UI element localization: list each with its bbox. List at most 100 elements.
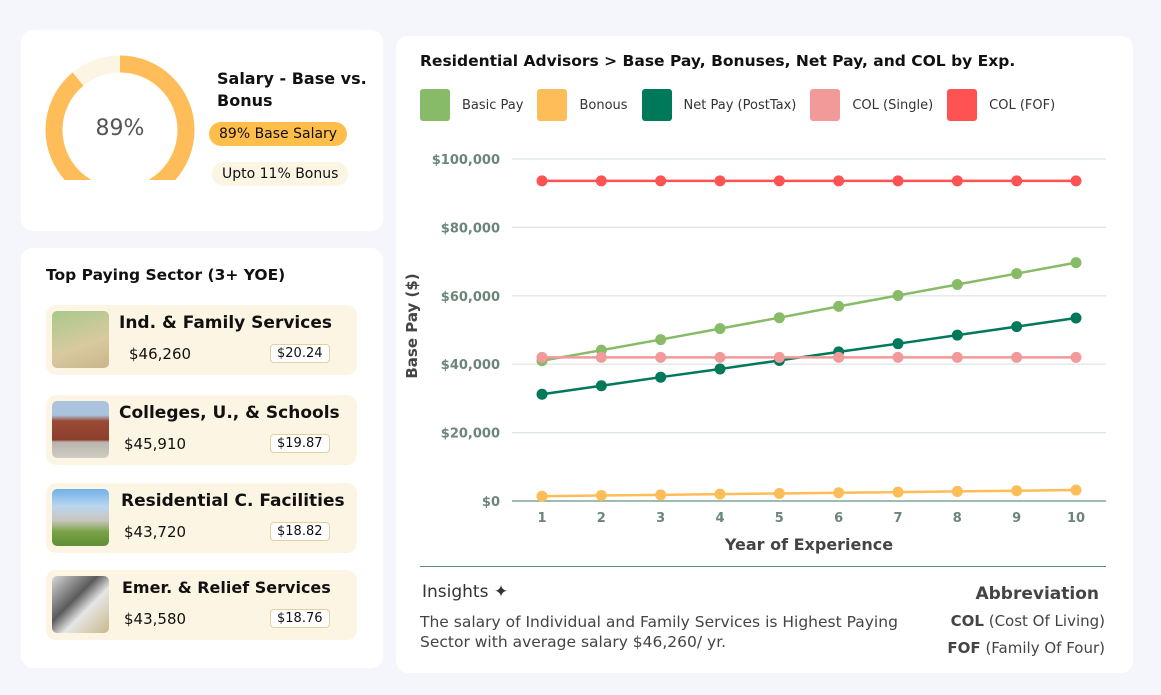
x-tick-label: 1 (537, 511, 546, 526)
data-point (892, 351, 904, 363)
data-point (1011, 485, 1023, 497)
chart-legend: Basic Pay Bonous Net Pay (PostTax) COL (… (420, 89, 1069, 121)
data-point (595, 175, 607, 187)
data-point (773, 175, 785, 187)
data-point (1011, 175, 1023, 187)
data-point (1070, 351, 1082, 363)
data-point (1070, 312, 1082, 324)
data-point (714, 323, 726, 335)
data-point (951, 329, 963, 341)
data-point (536, 490, 548, 502)
bonus-badge: Upto 11% Bonus (212, 162, 349, 186)
y-tick-label: $80,000 (441, 221, 500, 236)
y-tick-label: $100,000 (432, 153, 500, 168)
abbreviation-fof: FOF (Family Of Four) (947, 639, 1105, 657)
base-bonus-donut (45, 55, 195, 180)
data-point (833, 300, 845, 312)
sector-item[interactable]: Ind. & Family Services $46,260 $20.24 (46, 305, 357, 375)
data-point (833, 487, 845, 499)
data-point (951, 175, 963, 187)
donut-value: 89% (95, 116, 145, 141)
legend-item-col-single[interactable]: COL (Single) (810, 89, 933, 121)
salary-summary-card: 89% Salary - Base vs. Bonus 89% Base Sal… (21, 30, 383, 231)
line-chart: $0 $20,000 $40,000 $60,000 $80,000 $100,000 1 2… (403, 153, 1106, 554)
sector-name: Colleges, U., & Schools (119, 403, 340, 423)
data-point (773, 351, 785, 363)
data-point (1070, 175, 1082, 187)
data-point (714, 351, 726, 363)
x-tick-label: 10 (1067, 511, 1085, 526)
sector-name: Residential C. Facilities (121, 491, 345, 511)
x-tick-label: 7 (893, 511, 902, 526)
summary-title: Salary - Base vs. Bonus (217, 69, 367, 110)
base-salary-badge: 89% Base Salary (209, 122, 348, 146)
x-axis-label: Year of Experience (724, 535, 893, 554)
sector-item[interactable]: Colleges, U., & Schools $45,910 $19.87 (46, 395, 357, 465)
sector-salary: $46,260 (129, 345, 192, 363)
data-point (595, 351, 607, 363)
sector-salary: $45,910 (124, 435, 187, 453)
data-point (951, 485, 963, 497)
sector-hourly: $19.87 (270, 434, 330, 453)
data-point (833, 351, 845, 363)
data-point (536, 175, 548, 187)
data-point (1070, 257, 1082, 269)
x-tick-label: 4 (715, 511, 724, 526)
legend-item-bonus[interactable]: Bonous (537, 89, 628, 121)
insights-title: Insights ✦ (422, 582, 509, 602)
sector-salary: $43,580 (124, 610, 187, 628)
data-point (892, 486, 904, 498)
sparkle-icon: ✦ (493, 582, 509, 602)
data-point (1011, 321, 1023, 333)
data-point (892, 338, 904, 350)
y-tick-label: $60,000 (441, 290, 500, 305)
family-services-photo (52, 311, 109, 368)
sector-hourly: $18.76 (270, 609, 330, 628)
data-point (892, 289, 904, 301)
data-point (655, 489, 667, 501)
legend-item-net-pay[interactable]: Net Pay (PostTax) (641, 89, 796, 121)
x-tick-label: 6 (834, 511, 843, 526)
sector-salary: $43,720 (124, 523, 187, 541)
data-point (833, 175, 845, 187)
x-tick-label: 9 (1012, 511, 1021, 526)
y-tick-label: $40,000 (441, 358, 500, 373)
insights-text: The salary of Individual and Family Serv… (420, 613, 898, 651)
data-point (595, 490, 607, 502)
x-tick-label: 8 (953, 511, 962, 526)
y-tick-label: $0 (482, 495, 500, 510)
data-point (1011, 351, 1023, 363)
data-point (714, 175, 726, 187)
sectors-title: Top Paying Sector (3+ YOE) (46, 266, 286, 284)
data-point (1070, 484, 1082, 496)
series-line-0 (541, 261, 1077, 363)
data-point (951, 279, 963, 291)
sector-hourly: $18.82 (270, 522, 330, 541)
y-tick-label: $20,000 (441, 427, 500, 442)
college-building-photo (52, 401, 109, 458)
data-point (951, 351, 963, 363)
legend-item-col-fof[interactable]: COL (FOF) (947, 89, 1055, 121)
data-point (1011, 268, 1023, 280)
top-sectors-card: Top Paying Sector (3+ YOE) Ind. & Family… (21, 248, 383, 668)
data-point (536, 388, 548, 400)
data-point (655, 371, 667, 383)
abbreviation-title: Abbreviation (975, 584, 1099, 604)
abbreviation-col: COL (Cost Of Living) (950, 612, 1105, 630)
data-point (655, 351, 667, 363)
x-tick-label: 2 (597, 511, 606, 526)
x-tick-label: 5 (775, 511, 784, 526)
data-point (892, 175, 904, 187)
y-axis-label: Base Pay ($) (403, 273, 421, 378)
sector-name: Ind. & Family Services (119, 313, 332, 333)
legend-item-basic-pay[interactable]: Basic Pay (420, 89, 523, 121)
chart-card: Residential Advisors > Base Pay, Bonuses… (396, 36, 1133, 673)
sector-item[interactable]: Residential C. Facilities $43,720 $18.82 (46, 483, 357, 553)
data-point (714, 488, 726, 500)
data-point (655, 175, 667, 187)
sector-item[interactable]: Emer. & Relief Services $43,580 $18.76 (46, 570, 357, 640)
data-point (595, 380, 607, 392)
residential-facility-photo (52, 489, 109, 546)
divider (420, 566, 1106, 567)
data-point (773, 312, 785, 324)
